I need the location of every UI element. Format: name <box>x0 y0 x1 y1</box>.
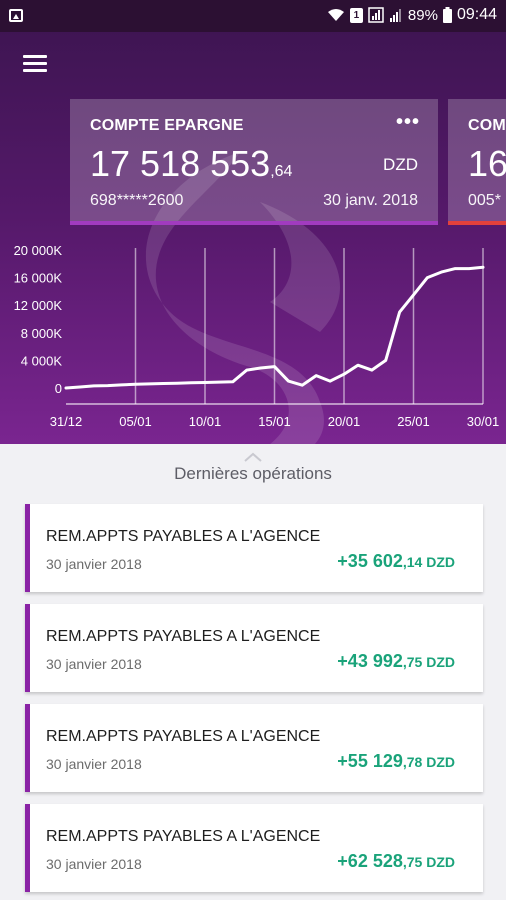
balance-chart: 31/12 05/01 10/01 15/01 20/01 25/01 30/01 0 4 00… <box>14 243 500 429</box>
sim-icon: 1 <box>349 7 363 23</box>
operation-label: REM.APPTS PAYABLES A L'AGENCE <box>46 828 321 845</box>
operation-label: REM.APPTS PAYABLES A L'AGENCE <box>46 528 321 545</box>
operation-item[interactable]: REM.APPTS PAYABLES A L'AGENCE 30 janvier… <box>25 604 483 692</box>
chart-x-tick: 05/01 <box>119 414 152 429</box>
account-date: 30 janv. 2018 <box>323 192 418 209</box>
account-number: 698*****2600 <box>90 192 184 209</box>
clock: 09:44 <box>456 6 497 23</box>
chart-x-tick: 15/01 <box>258 414 291 429</box>
chart-y-tick: 20 000K <box>14 243 63 258</box>
operation-amount: +62 528,75 DZD <box>337 851 455 872</box>
chart-x-tick: 20/01 <box>328 414 361 429</box>
battery-icon <box>442 7 452 23</box>
account-balance: 16 <box>468 143 506 184</box>
operation-date: 30 janvier 2018 <box>46 656 142 672</box>
chevron-up-icon[interactable] <box>243 452 263 462</box>
amount-main: +35 602 <box>337 551 403 571</box>
balance-main: 17 518 553 <box>90 143 271 184</box>
amount-main: +62 528 <box>337 851 403 871</box>
amount-decimal: ,75 DZD <box>402 654 455 670</box>
status-bar: 1 89% 09:44 <box>0 0 506 32</box>
hamburger-line <box>23 69 47 72</box>
operation-date: 30 janvier 2018 <box>46 556 142 572</box>
chart-y-tick: 16 000K <box>14 271 63 286</box>
chart-x-tick: 30/01 <box>467 414 500 429</box>
account-card-savings[interactable]: COMPTE EPARGNE ••• 17 518 553,64 DZD 698… <box>70 99 438 225</box>
operation-amount: +35 602,14 DZD <box>337 551 455 572</box>
amount-decimal: ,75 DZD <box>402 854 455 870</box>
wifi-icon <box>327 9 344 21</box>
chart-series-line <box>64 265 485 390</box>
chart-y-tick: 12 000K <box>14 298 63 313</box>
operation-item[interactable]: REM.APPTS PAYABLES A L'AGENCE 30 janvier… <box>25 804 483 892</box>
operation-amount: +55 129,78 DZD <box>337 751 455 772</box>
hamburger-line <box>23 62 47 65</box>
status-indicators: 1 89% 09:44 <box>327 6 497 24</box>
operation-item[interactable]: REM.APPTS PAYABLES A L'AGENCE 30 janvier… <box>25 504 483 592</box>
operation-label: REM.APPTS PAYABLES A L'AGENCE <box>46 728 321 745</box>
amount-decimal: ,78 DZD <box>402 754 455 770</box>
section-title: Dernières opérations <box>174 464 332 483</box>
menu-button[interactable] <box>23 55 47 73</box>
account-name: COMPTE EPARGNE <box>90 117 244 134</box>
account-number: 005* <box>468 192 501 209</box>
signal-icon <box>389 9 401 22</box>
operation-date: 30 janvier 2018 <box>46 756 142 772</box>
chart-x-tick: 25/01 <box>397 414 430 429</box>
chart-x-tick: 10/01 <box>189 414 222 429</box>
chart-y-tick: 0 <box>55 381 62 396</box>
balance-decimal: ,64 <box>270 163 293 180</box>
hamburger-icon <box>23 55 47 58</box>
chart-x-tick: 31/12 <box>50 414 83 429</box>
amount-decimal: ,14 DZD <box>402 554 455 570</box>
chart-y-tick: 8 000K <box>21 326 63 341</box>
account-name: COM <box>468 117 506 134</box>
amount-main: +55 129 <box>337 751 403 771</box>
account-card-next[interactable]: COM 16 005* <box>448 99 506 225</box>
chart-y-tick: 4 000K <box>21 353 63 368</box>
operation-item[interactable]: REM.APPTS PAYABLES A L'AGENCE 30 janvier… <box>25 704 483 792</box>
account-hero: COMPTE EPARGNE ••• 17 518 553,64 DZD 698… <box>0 32 506 444</box>
account-balance: 17 518 553,64 <box>90 143 292 185</box>
operation-label: REM.APPTS PAYABLES A L'AGENCE <box>46 628 321 645</box>
gallery-notification-icon <box>9 9 23 22</box>
operation-date: 30 janvier 2018 <box>46 856 142 872</box>
network-icon <box>368 7 384 23</box>
operation-amount: +43 992,75 DZD <box>337 651 455 672</box>
amount-main: +43 992 <box>337 651 403 671</box>
account-currency: DZD <box>383 155 418 174</box>
battery-percent: 89% <box>407 6 438 24</box>
more-options-icon[interactable]: ••• <box>395 111 420 133</box>
